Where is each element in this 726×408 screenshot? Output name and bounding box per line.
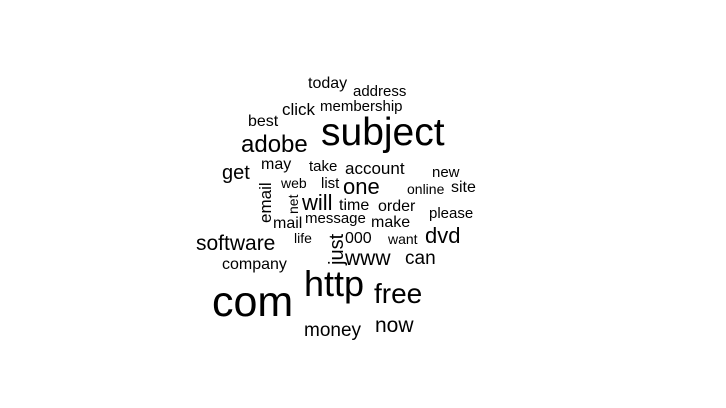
word-new: new bbox=[432, 164, 460, 181]
word-take: take bbox=[309, 158, 338, 175]
word-message: message bbox=[305, 210, 366, 227]
word-email: email bbox=[256, 182, 275, 223]
word-make: make bbox=[371, 214, 411, 231]
word-www: www bbox=[345, 247, 391, 270]
word-company: company bbox=[222, 256, 287, 273]
word-software: software bbox=[196, 232, 276, 255]
word-please: please bbox=[429, 205, 474, 222]
word-http: http bbox=[304, 263, 365, 304]
word-will: will bbox=[302, 190, 333, 215]
word-list: list bbox=[321, 175, 340, 192]
word-get: get bbox=[222, 162, 250, 184]
word-site: site bbox=[451, 179, 476, 196]
word-mail: mail bbox=[273, 215, 303, 232]
word-want: want bbox=[388, 231, 418, 247]
word-may: may bbox=[261, 156, 292, 173]
word-just: just bbox=[326, 233, 348, 265]
word-adobe: adobe bbox=[241, 131, 308, 158]
word-account: account bbox=[345, 159, 405, 178]
word-dvd: dvd bbox=[425, 223, 461, 248]
word-address: address bbox=[353, 83, 407, 100]
word-free: free bbox=[374, 278, 423, 309]
word-com: com bbox=[212, 278, 294, 326]
word-time: time bbox=[339, 197, 370, 214]
word-can: can bbox=[405, 248, 436, 269]
word-web: web bbox=[281, 175, 307, 191]
word-best: best bbox=[248, 113, 279, 130]
word-money: money bbox=[304, 320, 362, 341]
word-order: order bbox=[378, 198, 416, 215]
word-now: now bbox=[375, 314, 414, 337]
word-subject: subject bbox=[321, 111, 445, 154]
word-today: today bbox=[308, 75, 348, 92]
word-net: net bbox=[285, 194, 301, 214]
word-life: life bbox=[294, 230, 312, 246]
word-online: online bbox=[407, 181, 445, 197]
word-click: click bbox=[282, 100, 316, 119]
word-membership: membership bbox=[320, 98, 403, 115]
word-000: 000 bbox=[345, 230, 372, 247]
word-one: one bbox=[343, 174, 380, 199]
